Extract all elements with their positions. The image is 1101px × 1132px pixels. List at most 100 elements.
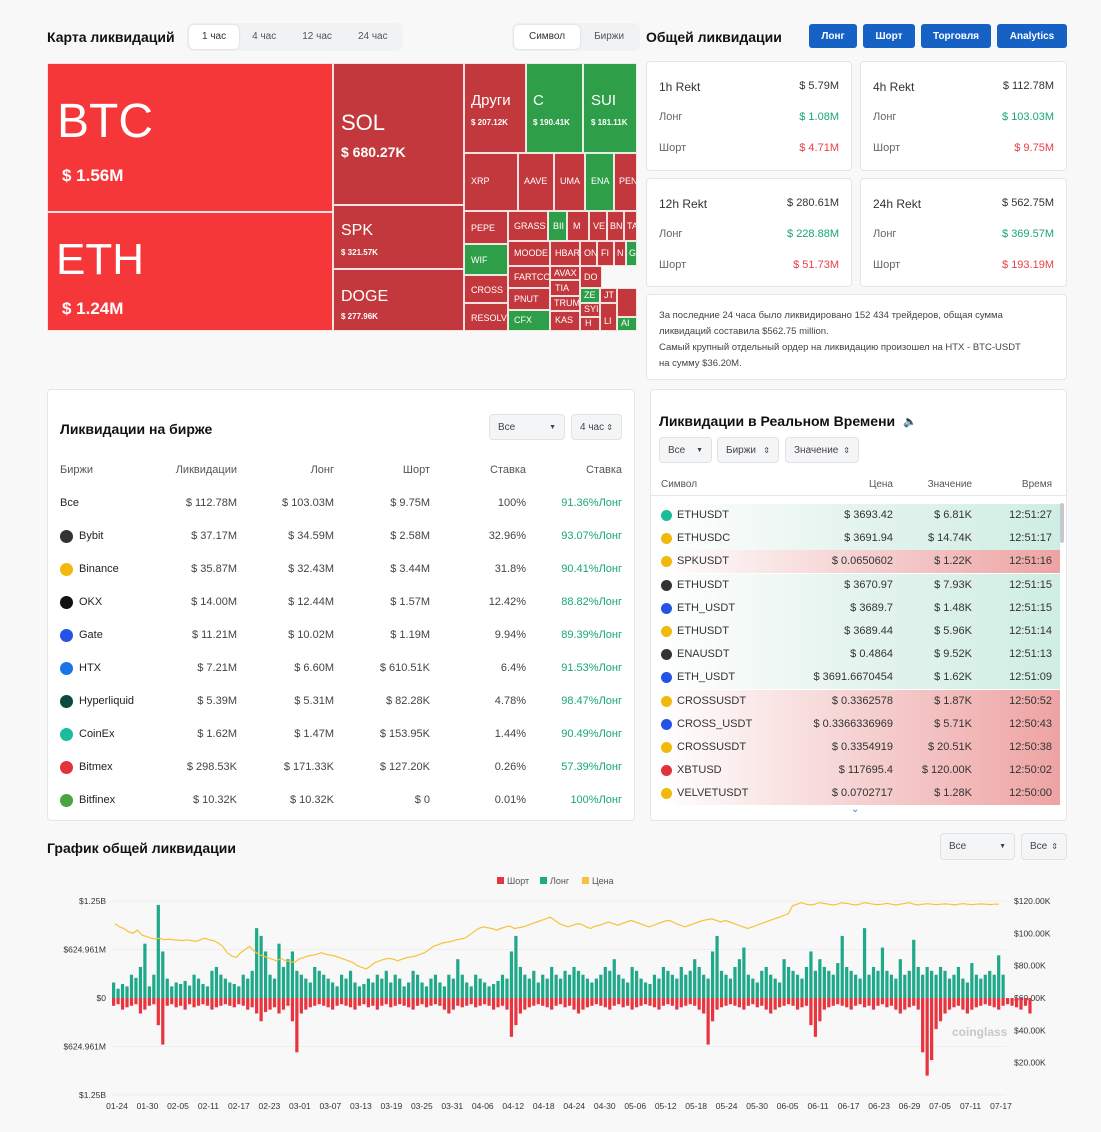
treemap-cell-on[interactable]: ON	[580, 241, 597, 266]
treemap-cell-doge[interactable]: DOGE $ 277.96K	[333, 269, 464, 331]
list-item[interactable]: CROSS_USDT $ 0.3366336969 $ 5.71K 12:50:43	[659, 712, 1060, 736]
table-row[interactable]: HTX $ 7.21M $ 6.60M $ 610.51K 6.4% 91.53%Лонг	[60, 652, 622, 685]
treemap-cell-kas[interactable]: KAS	[550, 311, 580, 331]
treemap-cell-ze[interactable]: ZE	[580, 288, 600, 303]
tab-4h[interactable]: 4 час	[252, 31, 277, 42]
exchange-filter-select[interactable]: Все ▼	[489, 414, 565, 440]
sound-icon[interactable]: 🔈	[903, 415, 917, 428]
treemap-cell-pen[interactable]: PEN	[614, 153, 637, 211]
table-row[interactable]: Binance $ 35.87M $ 32.43M $ 3.44M 31.8% 90.41…	[60, 553, 622, 586]
tab-12h[interactable]: 12 час	[302, 31, 332, 42]
treemap-cell-avax[interactable]: AVAX	[550, 266, 580, 280]
bar-short	[317, 998, 321, 1005]
table-row[interactable]: Gate $ 11.21M $ 10.02M $ 1.19M 9.94% 89.39%Ло…	[60, 619, 622, 652]
treemap-cell-do[interactable]: DO	[580, 266, 602, 288]
treemap-cell-ta[interactable]: TA	[624, 211, 637, 241]
list-item[interactable]: SPKUSDT $ 0.0650602 $ 1.22K 12:51:16	[659, 550, 1060, 574]
bar-long	[849, 970, 853, 998]
chart-filter-1[interactable]: Все ▼	[940, 833, 1015, 860]
treemap-cell-cross[interactable]: CROSS	[464, 275, 508, 303]
bar-long	[952, 974, 956, 998]
bar-long	[438, 982, 442, 998]
treemap-cell-jt[interactable]: JT	[600, 288, 617, 303]
chart-filter-2[interactable]: Все ⇕	[1021, 833, 1067, 860]
bar-long	[223, 978, 227, 998]
list-item[interactable]: ENAUSDT $ 0.4864 $ 9.52K 12:51:13	[659, 643, 1060, 667]
treemap-cell-pnut[interactable]: PNUT	[508, 288, 550, 310]
treemap-cell-m[interactable]: M	[567, 211, 589, 241]
treemap-cell-tia[interactable]: TIA	[550, 280, 580, 296]
treemap-cell-misc[interactable]	[617, 288, 637, 317]
list-item[interactable]: ETHUSDC $ 3691.94 $ 14.74K 12:51:17	[659, 527, 1060, 551]
bar-short	[532, 998, 536, 1006]
treemap-cell-bn[interactable]: BN	[607, 211, 624, 241]
rt-filter-all[interactable]: Все ▼	[659, 437, 712, 463]
treemap-cell-cfx[interactable]: CFX	[508, 310, 550, 331]
treemap-cell-fi[interactable]: FI	[597, 241, 614, 266]
treemap-cell-trum[interactable]: TRUM	[550, 296, 580, 311]
exchange-time-select[interactable]: 4 час ⇕	[571, 414, 622, 440]
treemap-cell-syi[interactable]: SYI	[580, 303, 600, 317]
tab-symbol[interactable]: Символ	[514, 25, 581, 49]
bar-long	[737, 959, 742, 998]
treemap-cell-pepe[interactable]: PEPE	[464, 211, 508, 244]
treemap-cell-ve[interactable]: VE	[589, 211, 607, 241]
list-item[interactable]: XBTUSD $ 117695.4 $ 120.00K 12:50:02	[659, 759, 1060, 783]
list-item[interactable]: CROSSUSDT $ 0.3362578 $ 1.87K 12:50:52	[659, 689, 1060, 713]
treemap-cell-eth[interactable]: ETH $ 1.24M	[47, 212, 333, 331]
treemap-cell-btc[interactable]: BTC $ 1.56M	[47, 63, 333, 212]
treemap-cell-grass[interactable]: GRASS	[508, 211, 548, 241]
treemap-cell-wif[interactable]: WIF	[464, 244, 508, 275]
bar-short	[393, 998, 397, 1006]
tab-1h[interactable]: 1 час	[189, 25, 240, 49]
list-item[interactable]: ETHUSDT $ 3670.97 $ 7.93K 12:51:15	[659, 573, 1060, 597]
trading-button[interactable]: Торговля	[921, 24, 991, 48]
list-item[interactable]: ETH_USDT $ 3691.6670454 $ 1.62K 12:51:09	[659, 666, 1060, 690]
treemap-cell-aave[interactable]: AAVE	[518, 153, 554, 211]
list-item[interactable]: ETH_USDT $ 3689.7 $ 1.48K 12:51:15	[659, 596, 1060, 620]
table-row[interactable]: Bybit $ 37.17M $ 34.59M $ 2.58M 32.96% 93.07%…	[60, 520, 622, 553]
rt-scrollbar[interactable]	[1060, 503, 1064, 543]
treemap-cell-fartco[interactable]: FARTCO	[508, 266, 550, 288]
treemap-cell-others[interactable]: Други $ 207.12K	[464, 63, 526, 153]
treemap-cell-xrp[interactable]: XRP	[464, 153, 518, 211]
treemap-cell-li[interactable]: LI	[600, 303, 617, 331]
treemap-cell-resolv[interactable]: RESOLV	[464, 303, 508, 331]
short-button[interactable]: Шорт	[863, 24, 915, 48]
bar-short	[170, 998, 174, 1005]
treemap-cell-moode[interactable]: MOODE	[508, 241, 550, 266]
treemap-cell-ena[interactable]: ENA	[585, 153, 614, 211]
treemap-cell-h[interactable]: H	[580, 317, 600, 331]
bar-long	[456, 959, 460, 998]
table-row[interactable]: Bitfinex $ 10.32K $ 10.32K $ 0 0.01% 100%Лонг	[60, 784, 622, 817]
treemap-cell-uma[interactable]: UMA	[554, 153, 585, 211]
treemap-cell-sol[interactable]: SOL $ 680.27K	[333, 63, 464, 205]
rt-filter-value[interactable]: Значение ⇕	[785, 437, 859, 463]
table-row[interactable]: Все $ 112.78M $ 103.03M $ 9.75M 100% 91.36%Ло…	[60, 497, 622, 509]
tab-24h[interactable]: 24 час	[357, 31, 388, 42]
table-row[interactable]: Bitmex $ 298.53K $ 171.33K $ 127.20K 0.26% 57…	[60, 751, 622, 784]
chevron-down-icon[interactable]: ⌄	[851, 804, 860, 815]
tab-exchanges[interactable]: Биржи	[594, 31, 625, 42]
treemap-cell-hbar[interactable]: HBAR	[550, 241, 580, 266]
treemap-cell-sui[interactable]: SUI $ 181.11K	[583, 63, 637, 153]
treemap-cell-bii[interactable]: BII	[548, 211, 567, 241]
bar-short	[1006, 998, 1010, 1005]
rt-filter-exchange[interactable]: Биржи ⇕	[717, 437, 779, 463]
treemap-cell-spk[interactable]: SPK $ 321.57K	[333, 205, 464, 269]
analytics-button[interactable]: Analytics	[997, 24, 1067, 48]
list-item[interactable]: ETHUSDT $ 3693.42 $ 6.81K 12:51:27	[659, 504, 1060, 527]
list-item[interactable]: ETHUSDT $ 3689.44 $ 5.96K 12:51:14	[659, 620, 1060, 643]
treemap-cell-g[interactable]: G	[626, 241, 637, 266]
table-row[interactable]: CoinEx $ 1.62M $ 1.47M $ 153.95K 1.44% 90.49%…	[60, 718, 622, 751]
long-button[interactable]: Лонг	[809, 24, 857, 48]
table-row[interactable]: Hyperliquid $ 5.39M $ 5.31M $ 82.28K 4.78% 98…	[60, 685, 622, 718]
treemap-cell-ai[interactable]: AI	[617, 317, 637, 331]
bybit-icon	[60, 530, 73, 543]
list-item[interactable]: VELVETUSDT $ 0.0702717 $ 1.28K 12:50:00	[659, 782, 1060, 806]
bar-long	[415, 974, 420, 998]
treemap-cell-c[interactable]: C $ 190.41K	[526, 63, 583, 153]
treemap-cell-n[interactable]: N	[614, 241, 626, 266]
table-row[interactable]: OKX $ 14.00M $ 12.44M $ 1.57M 12.42% 88.82%Ло…	[60, 586, 622, 619]
list-item[interactable]: CROSSUSDT $ 0.3354919 $ 20.51K 12:50:38	[659, 736, 1060, 759]
